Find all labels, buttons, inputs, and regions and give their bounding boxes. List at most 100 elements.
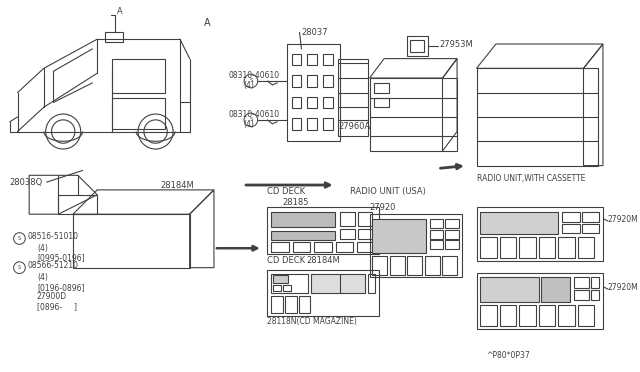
Bar <box>481 278 539 302</box>
Bar <box>323 118 333 129</box>
Text: ^P80*0P37: ^P80*0P37 <box>486 351 530 360</box>
Bar <box>292 118 301 129</box>
Bar <box>112 97 165 129</box>
Bar <box>283 285 291 291</box>
Bar <box>442 256 457 276</box>
Bar <box>539 305 556 326</box>
Bar <box>369 78 457 151</box>
Bar <box>445 240 459 249</box>
Text: 27920M: 27920M <box>608 283 639 292</box>
Bar <box>541 278 570 302</box>
Bar <box>340 212 355 226</box>
Bar <box>562 224 580 232</box>
Bar <box>369 214 462 278</box>
Bar <box>339 59 367 137</box>
Bar <box>372 256 387 276</box>
Bar <box>481 237 497 258</box>
Bar <box>574 290 589 300</box>
Text: (4): (4) <box>37 244 48 253</box>
Text: 27900D: 27900D <box>37 292 67 301</box>
Bar <box>340 229 355 238</box>
Bar <box>558 305 575 326</box>
Text: S: S <box>18 236 21 241</box>
Text: (4): (4) <box>243 120 254 129</box>
Text: 28184M: 28184M <box>161 180 194 189</box>
Text: A: A <box>116 7 122 16</box>
Bar <box>358 229 372 238</box>
Bar <box>430 230 444 238</box>
Bar <box>430 219 444 228</box>
Bar <box>323 54 333 65</box>
Text: 28184M: 28184M <box>307 256 340 265</box>
Text: 08310-40610: 08310-40610 <box>228 109 280 119</box>
Bar <box>273 285 281 291</box>
Text: S: S <box>249 78 253 83</box>
Bar <box>519 305 536 326</box>
Bar <box>374 97 389 107</box>
Text: S: S <box>18 265 21 270</box>
Bar <box>374 83 389 93</box>
Text: 08516-51010: 08516-51010 <box>28 232 78 241</box>
Bar <box>477 68 598 166</box>
Bar <box>292 54 301 65</box>
Bar <box>271 212 335 227</box>
Bar <box>500 305 516 326</box>
Bar <box>367 273 376 293</box>
Bar <box>271 231 335 240</box>
Bar <box>307 54 317 65</box>
Bar <box>292 243 310 252</box>
Text: A: A <box>204 17 211 28</box>
Text: CD DECK: CD DECK <box>268 187 305 196</box>
Bar <box>292 75 301 87</box>
Bar <box>410 40 424 52</box>
Text: [0196-0896]: [0196-0896] <box>37 283 84 292</box>
Bar <box>285 296 296 313</box>
Bar <box>558 237 575 258</box>
Bar <box>357 243 374 252</box>
Bar <box>445 230 459 238</box>
Bar <box>307 96 317 108</box>
Bar <box>314 243 332 252</box>
Bar <box>477 273 603 329</box>
Bar <box>287 44 340 141</box>
Bar <box>591 278 599 288</box>
Bar <box>425 256 440 276</box>
Bar <box>477 208 603 261</box>
Bar <box>574 278 589 288</box>
Text: 27953M: 27953M <box>440 39 474 48</box>
Text: 27920: 27920 <box>369 203 396 212</box>
Bar <box>500 237 516 258</box>
Bar <box>271 273 308 293</box>
Text: 28185: 28185 <box>282 198 308 207</box>
Bar <box>335 243 353 252</box>
Text: 28037: 28037 <box>301 28 328 37</box>
Bar <box>591 290 599 300</box>
Bar <box>358 212 372 226</box>
Bar <box>271 243 289 252</box>
Bar <box>578 237 594 258</box>
Text: (4): (4) <box>243 81 254 90</box>
Bar <box>73 214 189 268</box>
Bar <box>372 219 426 253</box>
Bar <box>112 59 165 93</box>
Bar <box>562 212 580 222</box>
Bar <box>445 219 459 228</box>
Bar <box>430 240 444 249</box>
Bar <box>582 212 599 222</box>
Bar <box>311 273 365 293</box>
Text: RADIO UNIT (USA): RADIO UNIT (USA) <box>350 187 426 196</box>
Bar <box>481 305 497 326</box>
Bar <box>408 256 422 276</box>
Text: 28038Q: 28038Q <box>10 177 43 187</box>
Bar <box>539 237 556 258</box>
Text: [0995-0196]: [0995-0196] <box>37 253 84 263</box>
Text: [0896-     ]: [0896- ] <box>37 302 77 311</box>
Bar <box>292 96 301 108</box>
Bar <box>307 118 317 129</box>
Bar <box>481 212 558 234</box>
Bar <box>390 256 404 276</box>
Text: 08566-51210: 08566-51210 <box>28 261 78 270</box>
Text: (4): (4) <box>37 273 48 282</box>
Bar <box>273 276 288 283</box>
Bar <box>271 296 283 313</box>
